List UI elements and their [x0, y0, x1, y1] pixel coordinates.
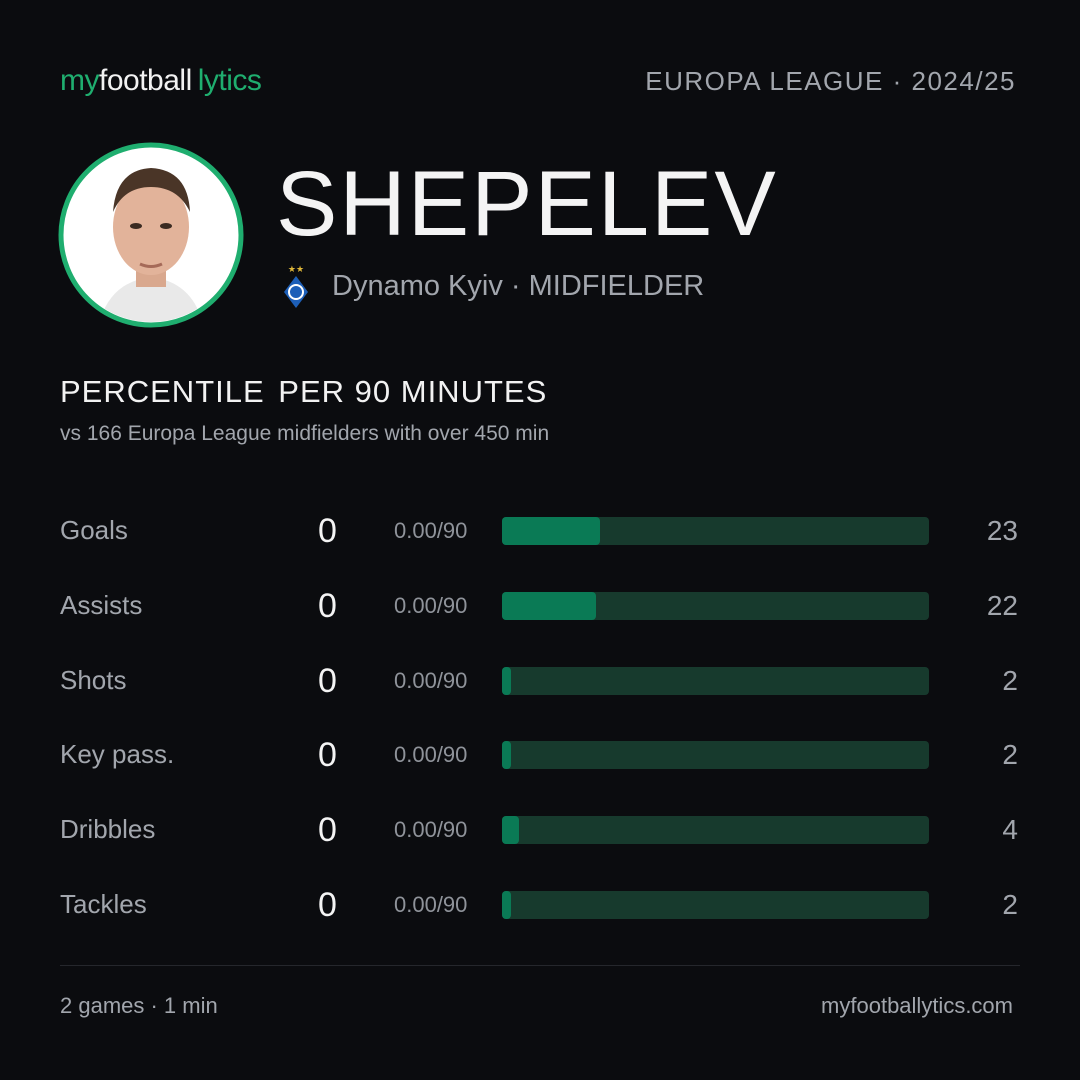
stat-percentile: 2	[1002, 664, 1018, 696]
stat-value: 0	[318, 811, 337, 850]
bar-track	[502, 816, 929, 845]
stat-percentile: 2	[1002, 739, 1018, 771]
stat-per90: 0.00/90	[394, 817, 468, 843]
player-photo	[58, 142, 244, 328]
footer-left: 2 games · 1 min	[60, 993, 218, 1018]
divider	[60, 965, 1020, 966]
competition: EUROPA LEAGUE · 2024/25	[645, 66, 1016, 96]
bar-fill	[502, 891, 511, 919]
club-line: Dynamo Kyiv · MIDFIELDER	[332, 270, 705, 302]
subtitle-text: vs 166 Europa League midfielders	[60, 422, 379, 445]
stat-value: 0	[318, 586, 337, 625]
stat-percentile: 23	[986, 515, 1018, 546]
stat-per90: 0.00/90	[394, 667, 468, 693]
logo-part: football	[99, 64, 192, 97]
section-subtitle: vs 166 Europa League midfielders with ov…	[60, 422, 549, 446]
bar-track	[502, 666, 929, 695]
footer-right: myfootballytics.com	[821, 993, 1013, 1018]
stat-label: Dribbles	[60, 814, 156, 845]
stat-per90: 0.00/90	[394, 892, 468, 917]
stat-label: Goals	[60, 515, 128, 545]
stat-per90: 0.00/90	[394, 518, 468, 543]
stat-value: 0	[318, 736, 337, 775]
subtitle-text: with over 450 min	[384, 422, 550, 445]
club-crest: ★★	[284, 264, 308, 308]
stat-per90: 0.00/90	[394, 592, 468, 618]
svg-text:★★: ★★	[288, 264, 304, 274]
stat-percentile: 22	[986, 589, 1018, 621]
stat-value: 0	[318, 661, 337, 700]
stat-label: Tackles	[60, 889, 147, 919]
player-name: SHEPELEV	[276, 153, 778, 255]
bar-fill	[502, 591, 596, 620]
bar-track	[502, 891, 929, 919]
bar-fill	[502, 517, 601, 545]
bar-fill	[502, 666, 511, 695]
logo-part: lytics	[197, 64, 262, 97]
logo-part: my	[60, 64, 100, 97]
stat-label: Key pass.	[60, 739, 175, 770]
stat-per90: 0.00/90	[394, 742, 468, 768]
logo: myfootball lytics	[60, 64, 262, 98]
stat-percentile: 4	[1002, 814, 1018, 846]
stat-percentile: 2	[1002, 889, 1018, 920]
stat-label: Assists	[60, 589, 143, 620]
section-title: PERCENTILE PER 90 MINUTES	[60, 374, 547, 410]
bar-track	[502, 741, 929, 770]
bar-fill	[502, 741, 511, 770]
bar-fill	[502, 816, 520, 845]
section-title-text: PERCENTILE	[60, 374, 265, 409]
stat-value: 0	[318, 512, 337, 550]
stat-label: Shots	[60, 664, 127, 695]
section-title-text: PER 90 MINUTES	[278, 374, 548, 409]
stat-value: 0	[318, 886, 337, 924]
